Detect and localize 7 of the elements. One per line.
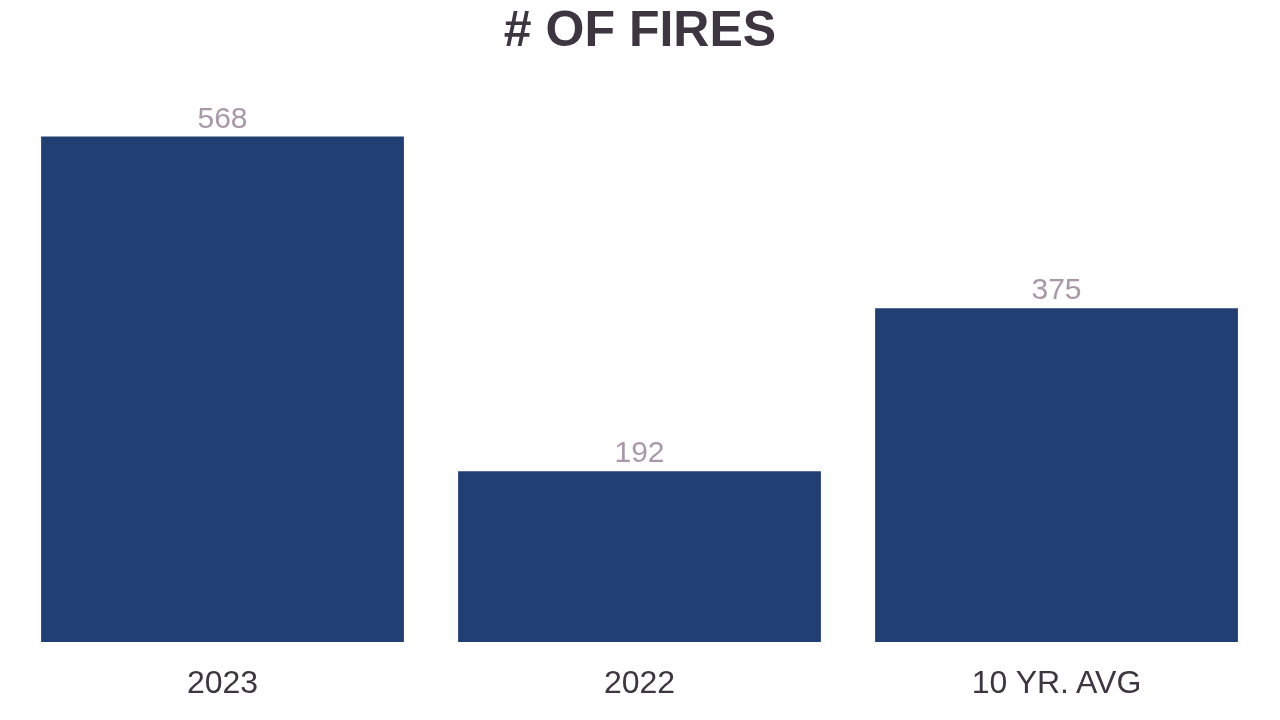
x-tick-label: 10 YR. AVG <box>971 664 1142 700</box>
data-label: 192 <box>614 435 665 469</box>
data-label: 568 <box>197 100 248 134</box>
x-tick-label: 2022 <box>603 664 676 700</box>
x-tick-label: 2023 <box>186 664 259 700</box>
chart-title: # OF FIRES <box>503 0 777 57</box>
data-label: 375 <box>1031 272 1082 306</box>
